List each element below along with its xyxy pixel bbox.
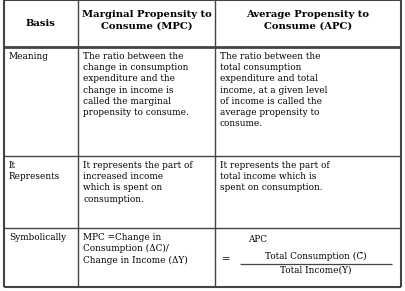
Text: It represents the part of
increased income
which is spent on
consumption.: It represents the part of increased inco… [83,161,193,204]
Text: It represents the part of
total income which is
spent on consumption.: It represents the part of total income w… [220,161,330,192]
Text: Basis: Basis [26,19,56,28]
Text: The ratio between the
change in consumption
expenditure and the
change in income: The ratio between the change in consumpt… [83,52,189,117]
Text: APC: APC [248,235,267,244]
Text: Average Propensity to
Consume (APC): Average Propensity to Consume (APC) [247,10,369,31]
Text: Symbolically: Symbolically [9,233,66,242]
Text: MPC =Change in
Consumption (ΔC)/
Change in Income (ΔY): MPC =Change in Consumption (ΔC)/ Change … [83,233,188,265]
Text: Total Consumption (C̅): Total Consumption (C̅) [265,252,367,261]
Text: Total Income(Y): Total Income(Y) [280,266,352,275]
Text: =: = [222,255,230,265]
Text: The ratio between the
total consumption
expenditure and total
income, at a given: The ratio between the total consumption … [220,52,327,128]
Text: Marginal Propensity to
Consume (MPC): Marginal Propensity to Consume (MPC) [82,10,211,31]
Text: Meaning: Meaning [9,52,49,61]
Text: It
Represents: It Represents [9,161,60,181]
